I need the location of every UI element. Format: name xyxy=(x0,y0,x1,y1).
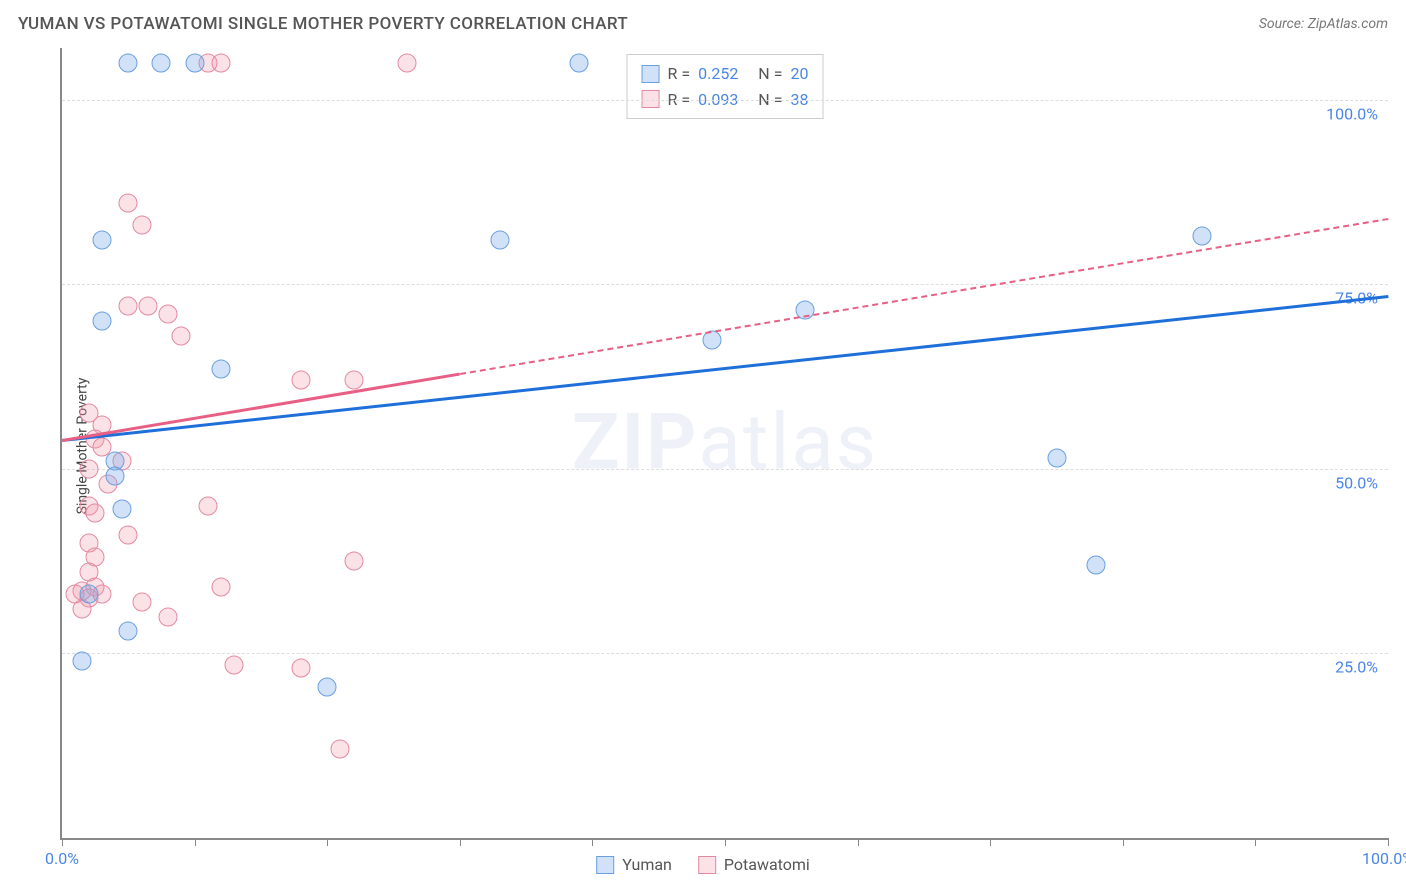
y-tick-label: 100.0% xyxy=(1326,104,1378,123)
point-potawatomi xyxy=(139,297,158,316)
x-tick xyxy=(327,838,328,846)
point-potawatomi xyxy=(397,53,416,72)
legend-item-potawatomi: Potawatomi xyxy=(698,855,810,874)
point-potawatomi xyxy=(212,577,231,596)
point-yuman xyxy=(112,500,131,519)
point-yuman xyxy=(92,230,111,249)
x-tick xyxy=(725,838,726,846)
gridline-h xyxy=(62,469,1388,470)
legend-stats: R = 0.252 N = 20 R = 0.093 N = 38 xyxy=(627,54,824,119)
point-potawatomi xyxy=(225,655,244,674)
point-potawatomi xyxy=(198,496,217,515)
point-potawatomi xyxy=(212,53,231,72)
trendline-potawatomi xyxy=(460,218,1389,375)
point-yuman xyxy=(185,53,204,72)
x-tick xyxy=(592,838,593,846)
watermark: ZIPatlas xyxy=(572,398,878,489)
point-yuman xyxy=(152,53,171,72)
legend-label-potawatomi: Potawatomi xyxy=(724,855,810,874)
point-yuman xyxy=(570,53,589,72)
point-yuman xyxy=(119,53,138,72)
r-value-yuman: 0.252 xyxy=(698,61,738,87)
y-tick-label: 50.0% xyxy=(1335,473,1378,492)
point-potawatomi xyxy=(86,504,105,523)
y-tick-label: 25.0% xyxy=(1335,658,1378,677)
point-potawatomi xyxy=(331,740,350,759)
point-potawatomi xyxy=(344,552,363,571)
x-tick xyxy=(1123,838,1124,846)
n-label: N = xyxy=(758,61,782,87)
trendline-potawatomi xyxy=(62,373,460,442)
x-tick xyxy=(990,838,991,846)
x-tick xyxy=(858,838,859,846)
x-tick xyxy=(62,838,63,846)
point-potawatomi xyxy=(79,459,98,478)
legend-item-yuman: Yuman xyxy=(596,855,672,874)
gridline-h xyxy=(62,100,1388,101)
point-potawatomi xyxy=(132,216,151,235)
chart-source: Source: ZipAtlas.com xyxy=(1259,16,1388,32)
point-yuman xyxy=(106,467,125,486)
point-yuman xyxy=(72,651,91,670)
point-yuman xyxy=(1047,448,1066,467)
point-potawatomi xyxy=(119,297,138,316)
point-potawatomi xyxy=(159,607,178,626)
chart-title: YUMAN VS POTAWATOMI SINGLE MOTHER POVERT… xyxy=(18,14,628,34)
x-tick xyxy=(1388,838,1389,846)
point-potawatomi xyxy=(172,326,191,345)
swatch-yuman-icon xyxy=(596,856,614,874)
x-tick xyxy=(1255,838,1256,846)
point-yuman xyxy=(79,585,98,604)
point-yuman xyxy=(490,230,509,249)
point-potawatomi xyxy=(291,659,310,678)
legend-stats-row-yuman: R = 0.252 N = 20 xyxy=(642,61,809,87)
point-yuman xyxy=(212,360,231,379)
gridline-h xyxy=(62,284,1388,285)
gridline-h xyxy=(62,653,1388,654)
watermark-bold: ZIP xyxy=(572,398,698,489)
x-axis-min-label: 0.0% xyxy=(45,849,79,868)
point-potawatomi xyxy=(132,592,151,611)
point-potawatomi xyxy=(291,371,310,390)
point-potawatomi xyxy=(119,526,138,545)
plot-area: ZIPatlas R = 0.252 N = 20 R = 0.093 N = … xyxy=(60,48,1388,840)
legend-label-yuman: Yuman xyxy=(622,855,672,874)
point-potawatomi xyxy=(159,304,178,323)
x-axis-max-label: 100.0% xyxy=(1362,849,1406,868)
point-potawatomi xyxy=(344,371,363,390)
point-yuman xyxy=(318,677,337,696)
point-potawatomi xyxy=(119,194,138,213)
point-yuman xyxy=(119,622,138,641)
legend-series: Yuman Potawatomi xyxy=(596,855,810,874)
chart-header: YUMAN VS POTAWATOMI SINGLE MOTHER POVERT… xyxy=(0,0,1406,48)
point-yuman xyxy=(1087,555,1106,574)
x-tick xyxy=(460,838,461,846)
watermark-rest: atlas xyxy=(698,398,878,489)
trendline-yuman xyxy=(62,295,1388,442)
x-tick xyxy=(195,838,196,846)
r-label: R = xyxy=(668,61,691,87)
swatch-yuman-icon xyxy=(642,65,660,83)
point-yuman xyxy=(92,312,111,331)
swatch-potawatomi-icon xyxy=(698,856,716,874)
point-yuman xyxy=(1193,227,1212,246)
n-value-yuman: 20 xyxy=(790,61,808,87)
